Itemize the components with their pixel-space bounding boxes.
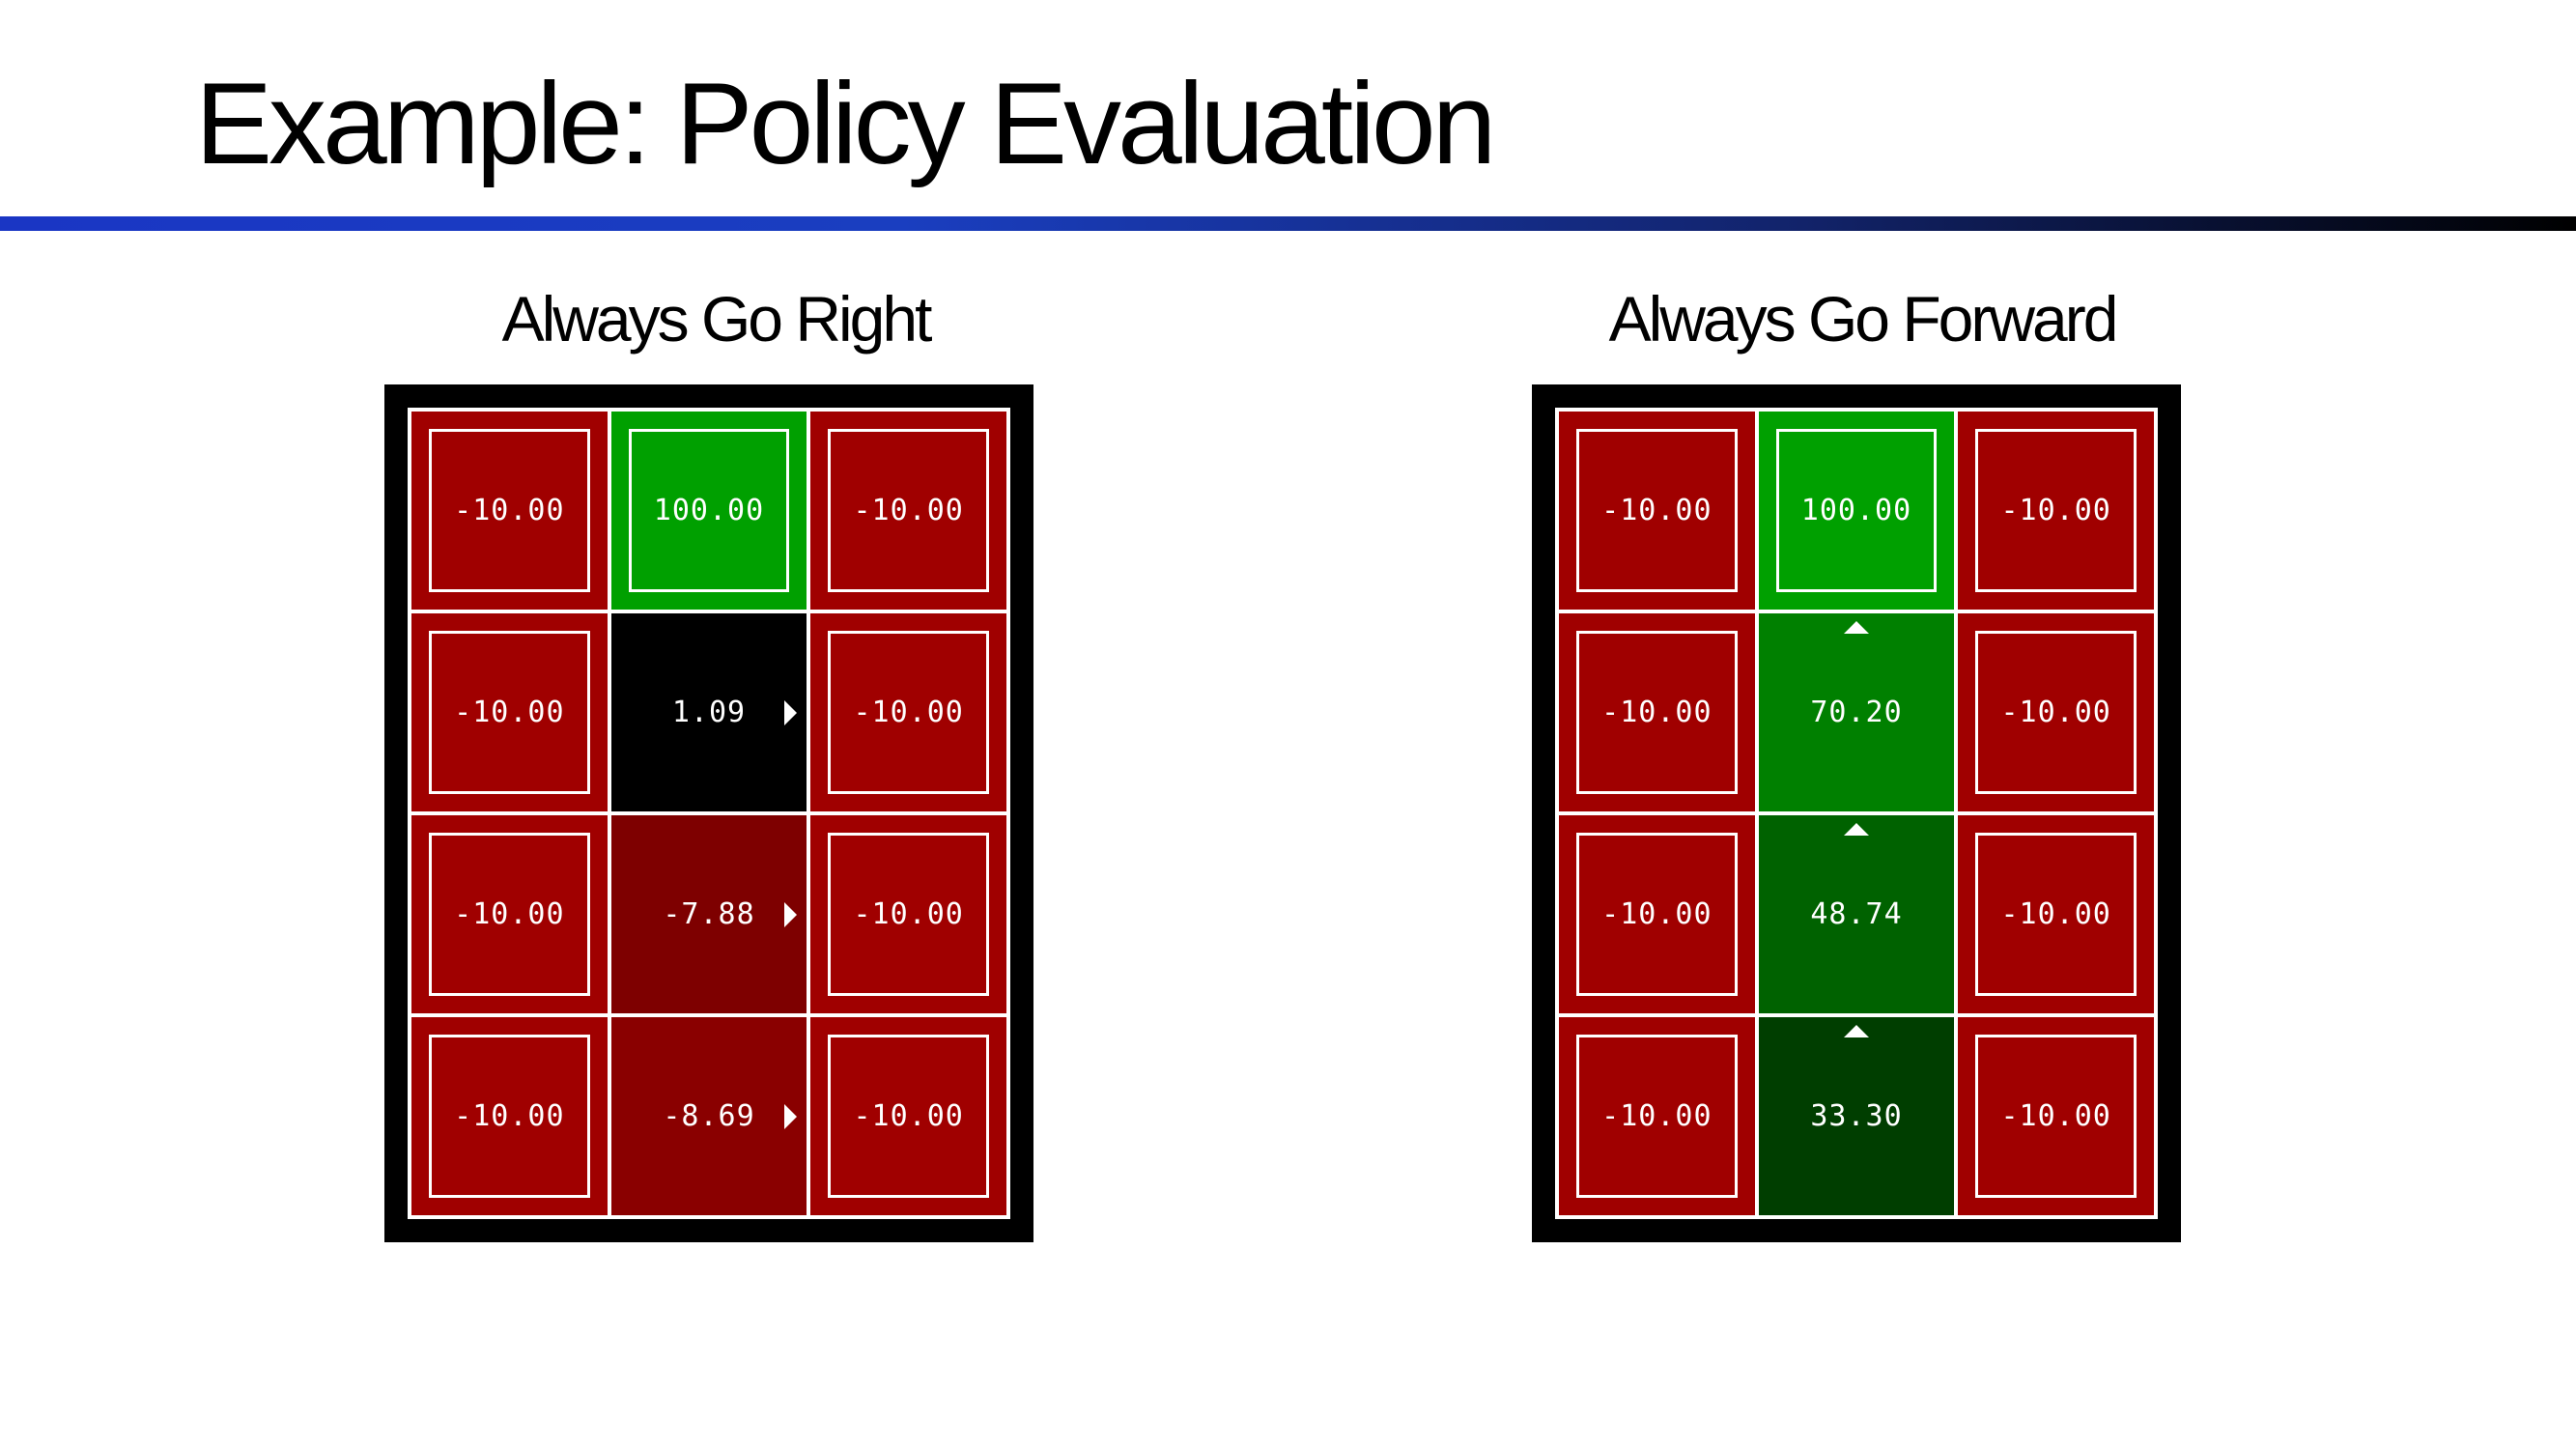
grid-cell-exit: -10.00 xyxy=(1559,412,1755,610)
grid-go-forward: -10.00 100.00 -10.00 -10.00 70.20 -10.00 -10.0… xyxy=(1555,408,2158,1219)
grid-cell-state: 48.74 xyxy=(1758,815,1955,1013)
grid-cell-exit: -10.00 xyxy=(1958,412,2154,610)
cell-value: -10.00 xyxy=(454,696,565,729)
grid-cell-exit: -10.00 xyxy=(810,815,1006,1013)
grid-cell-exit: -10.00 xyxy=(411,613,608,811)
cell-value: -10.00 xyxy=(853,1099,964,1133)
cell-value: -10.00 xyxy=(454,897,565,931)
grid-go-right: -10.00 100.00 -10.00 -10.00 1.09 -10.00 -10.00… xyxy=(408,408,1010,1219)
grid-cell-exit: -10.00 xyxy=(411,815,608,1013)
cell-value: -10.00 xyxy=(454,1099,565,1133)
panel-caption-go-right: Always Go Right xyxy=(501,283,933,355)
cell-value: -10.00 xyxy=(2000,494,2111,527)
grid-cell-exit: -10.00 xyxy=(1559,815,1755,1013)
cell-value: -10.00 xyxy=(1601,1099,1713,1133)
grid-cell-state: 33.30 xyxy=(1758,1017,1955,1215)
cell-value: 100.00 xyxy=(1800,494,1912,527)
cell-value: -8.69 xyxy=(663,1099,755,1133)
grid-cell-state: -7.88 xyxy=(610,815,807,1013)
cell-value: -10.00 xyxy=(2000,696,2111,729)
grid-cell-exit: -10.00 xyxy=(1958,613,2154,811)
arrow-up-icon xyxy=(1843,621,1869,634)
grid-cell-exit: -10.00 xyxy=(1958,1017,2154,1215)
cell-value: 48.74 xyxy=(1810,897,1903,931)
slide-title: Example: Policy Evaluation xyxy=(195,59,1496,188)
cell-value: -10.00 xyxy=(1601,494,1713,527)
cell-value: -10.00 xyxy=(853,494,964,527)
cell-value: -10.00 xyxy=(454,494,565,527)
cell-value: 70.20 xyxy=(1810,696,1903,729)
gridworld-go-forward: -10.00 100.00 -10.00 -10.00 70.20 -10.00 -10.0… xyxy=(1532,384,2181,1242)
cell-value: 33.30 xyxy=(1810,1099,1903,1133)
grid-cell-state: -8.69 xyxy=(610,1017,807,1215)
grid-cell-exit: 100.00 xyxy=(1758,412,1955,610)
cell-value: -10.00 xyxy=(1601,696,1713,729)
grid-cell-state: 70.20 xyxy=(1758,613,1955,811)
arrow-up-icon xyxy=(1843,1025,1869,1037)
cell-value: 1.09 xyxy=(671,696,747,729)
panel-caption-go-forward: Always Go Forward xyxy=(1608,283,2119,355)
arrow-right-icon xyxy=(784,1103,798,1129)
grid-cell-exit: -10.00 xyxy=(411,412,608,610)
grid-cell-exit: -10.00 xyxy=(810,613,1006,811)
title-divider xyxy=(0,216,2576,231)
grid-cell-exit: -10.00 xyxy=(411,1017,608,1215)
cell-value: -10.00 xyxy=(853,897,964,931)
grid-cell-exit: -10.00 xyxy=(1559,1017,1755,1215)
arrow-right-icon xyxy=(784,901,798,927)
grid-cell-exit: 100.00 xyxy=(610,412,807,610)
arrow-up-icon xyxy=(1843,823,1869,836)
cell-value: -10.00 xyxy=(853,696,964,729)
grid-cell-exit: -10.00 xyxy=(810,412,1006,610)
grid-cell-exit: -10.00 xyxy=(1958,815,2154,1013)
grid-cell-state: 1.09 xyxy=(610,613,807,811)
arrow-right-icon xyxy=(784,699,798,725)
cell-value: -10.00 xyxy=(2000,1099,2111,1133)
cell-value: -7.88 xyxy=(663,897,755,931)
cell-value: -10.00 xyxy=(1601,897,1713,931)
gridworld-go-right: -10.00 100.00 -10.00 -10.00 1.09 -10.00 -10.00… xyxy=(384,384,1033,1242)
cell-value: -10.00 xyxy=(2000,897,2111,931)
cell-value: 100.00 xyxy=(653,494,765,527)
grid-cell-exit: -10.00 xyxy=(1559,613,1755,811)
grid-cell-exit: -10.00 xyxy=(810,1017,1006,1215)
